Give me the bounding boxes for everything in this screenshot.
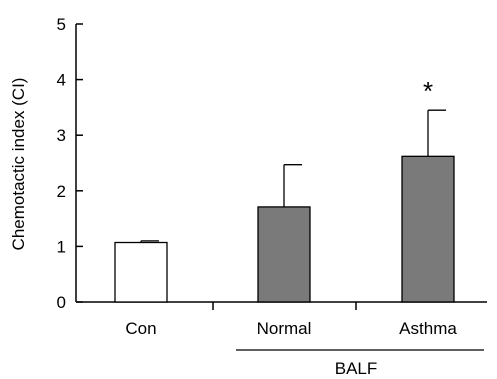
category-label-con: Con [125,319,156,338]
group-bracket: BALF [236,349,484,378]
y-tick-label-0: 0 [57,293,66,312]
category-label-normal: Normal [257,319,312,338]
y-tick-label-2: 2 [57,182,66,201]
bars [114,155,455,303]
error-bars: * [140,76,446,243]
y-tick-label-3: 3 [57,126,66,145]
category-labels: Con Normal Asthma [125,319,457,338]
y-tick-label-5: 5 [57,15,66,34]
bar-con [114,241,168,303]
bar-asthma [401,155,455,303]
category-label-asthma: Asthma [399,319,457,338]
y-axis-title: Chemotactic index (CI) [9,78,28,251]
significance-mark-asthma: * [423,76,433,106]
y-ticks: 0 1 2 3 4 5 [57,15,357,312]
y-tick-label-4: 4 [57,71,66,90]
y-tick-label-1: 1 [57,237,66,256]
group-label-balf: BALF [335,359,378,378]
bar-normal [257,206,311,303]
